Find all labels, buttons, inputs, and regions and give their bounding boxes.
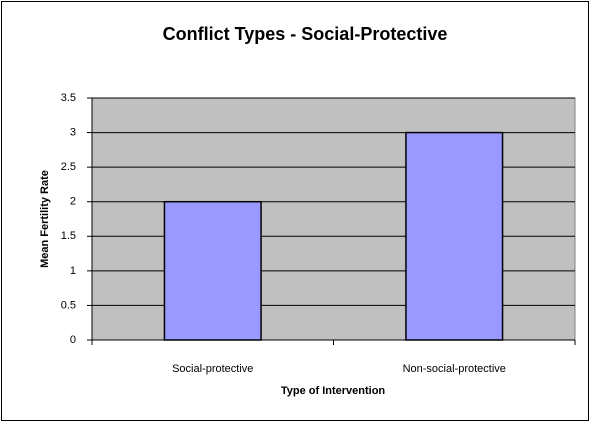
bar [163,200,262,341]
y-tick-label: 3 [70,126,76,138]
y-tick-label: 1.5 [61,230,76,242]
y-tick-label: 2.5 [61,161,76,173]
bar [405,131,504,341]
x-tick-label: Non-social-protective [403,363,506,375]
chart-title: Conflict Types - Social-Protective [163,24,448,44]
y-tick-label: 0.5 [61,299,76,311]
y-tick-label: 0 [70,334,76,346]
y-tick-label: 1 [70,265,76,277]
y-tick-label: 3.5 [61,92,76,104]
x-tick-label: Social-protective [172,363,253,375]
y-axis-title: Mean Fertility Rate [39,170,51,268]
y-tick-label: 2 [70,196,76,208]
x-axis-title: Type of Intervention [281,385,386,397]
